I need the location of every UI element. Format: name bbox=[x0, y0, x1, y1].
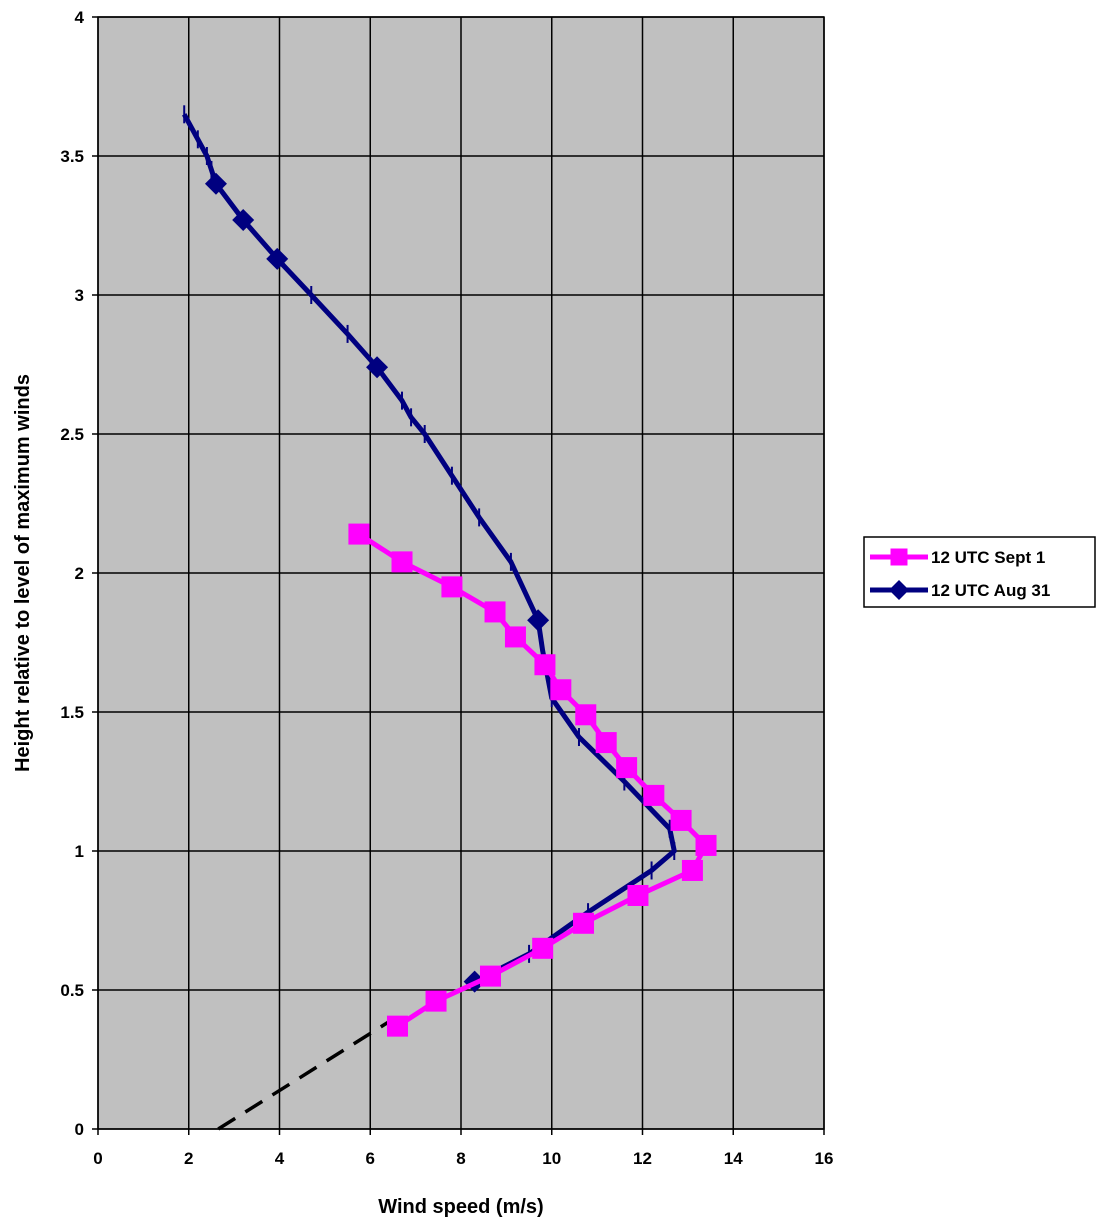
y-tick-label: 3.5 bbox=[60, 147, 84, 166]
y-tick-label: 2.5 bbox=[60, 425, 84, 444]
data-point bbox=[550, 679, 572, 701]
x-tick-label: 12 bbox=[633, 1149, 652, 1168]
x-tick-labels: 0 2 4 6 8 10 12 14 16 bbox=[93, 1149, 833, 1168]
y-tick-label: 1 bbox=[75, 842, 84, 861]
data-point bbox=[534, 654, 556, 676]
x-tick-label: 2 bbox=[184, 1149, 193, 1168]
data-point bbox=[425, 990, 447, 1012]
x-tick-label: 8 bbox=[456, 1149, 465, 1168]
x-axis-title: Wind speed (m/s) bbox=[378, 1196, 543, 1218]
data-point bbox=[504, 626, 526, 648]
y-tick-label: 3 bbox=[75, 286, 84, 305]
y-tick-label: 0.5 bbox=[60, 981, 84, 1000]
legend: 12 UTC Sept 1 12 UTC Aug 31 bbox=[863, 536, 1096, 608]
series-line bbox=[217, 1016, 397, 1131]
legend-item: 12 UTC Aug 31 bbox=[870, 580, 1050, 600]
series-reference-line bbox=[217, 1016, 397, 1131]
data-point bbox=[479, 965, 501, 987]
legend-item: 12 UTC Sept 1 bbox=[870, 548, 1045, 567]
data-point bbox=[670, 809, 692, 831]
data-point bbox=[484, 601, 506, 623]
y-tick-labels: 0 0.5 1 1.5 2 2.5 3 3.5 4 bbox=[60, 8, 84, 1139]
data-point bbox=[266, 247, 289, 270]
x-tick-label: 4 bbox=[275, 1149, 285, 1168]
data-point bbox=[204, 172, 227, 195]
data-point bbox=[681, 859, 703, 881]
data-point bbox=[391, 551, 413, 573]
axes bbox=[92, 16, 825, 1135]
legend-label: 12 UTC Sept 1 bbox=[931, 548, 1045, 567]
data-point bbox=[575, 704, 597, 726]
data-point bbox=[595, 732, 617, 754]
data-point bbox=[890, 548, 908, 566]
data-point bbox=[573, 912, 595, 934]
legend-label: 12 UTC Aug 31 bbox=[931, 581, 1050, 600]
x-tick-label: 6 bbox=[366, 1149, 375, 1168]
data-point bbox=[695, 834, 717, 856]
data-point bbox=[232, 208, 255, 231]
data-point bbox=[386, 1015, 408, 1037]
data-point bbox=[532, 937, 554, 959]
plot-border bbox=[97, 16, 825, 1130]
data-point bbox=[616, 757, 638, 779]
series-group bbox=[182, 105, 717, 1131]
y-tick-label: 4 bbox=[75, 8, 85, 27]
y-tick-label: 1.5 bbox=[60, 703, 84, 722]
data-point bbox=[348, 523, 370, 545]
x-tick-label: 10 bbox=[542, 1149, 561, 1168]
x-tick-label: 16 bbox=[815, 1149, 834, 1168]
y-axis-title: Height relative to level of maximum wind… bbox=[12, 374, 34, 772]
data-point bbox=[627, 884, 649, 906]
data-point bbox=[643, 784, 665, 806]
x-tick-label: 14 bbox=[724, 1149, 743, 1168]
data-point bbox=[441, 576, 463, 598]
data-point bbox=[527, 609, 550, 632]
y-tick-label: 0 bbox=[75, 1120, 84, 1139]
data-point bbox=[366, 356, 389, 379]
data-point bbox=[889, 580, 909, 600]
x-tick-label: 0 bbox=[93, 1149, 102, 1168]
series-sept-1 bbox=[348, 523, 717, 1037]
y-tick-label: 2 bbox=[75, 564, 84, 583]
